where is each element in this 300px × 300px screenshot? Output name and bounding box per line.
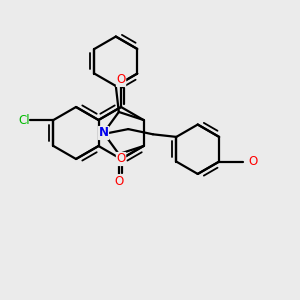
Text: O: O [116, 152, 126, 166]
Text: Cl: Cl [18, 113, 30, 127]
Text: O: O [114, 175, 123, 188]
Text: N: N [98, 127, 109, 140]
Text: O: O [248, 155, 257, 168]
Text: O: O [116, 74, 126, 86]
